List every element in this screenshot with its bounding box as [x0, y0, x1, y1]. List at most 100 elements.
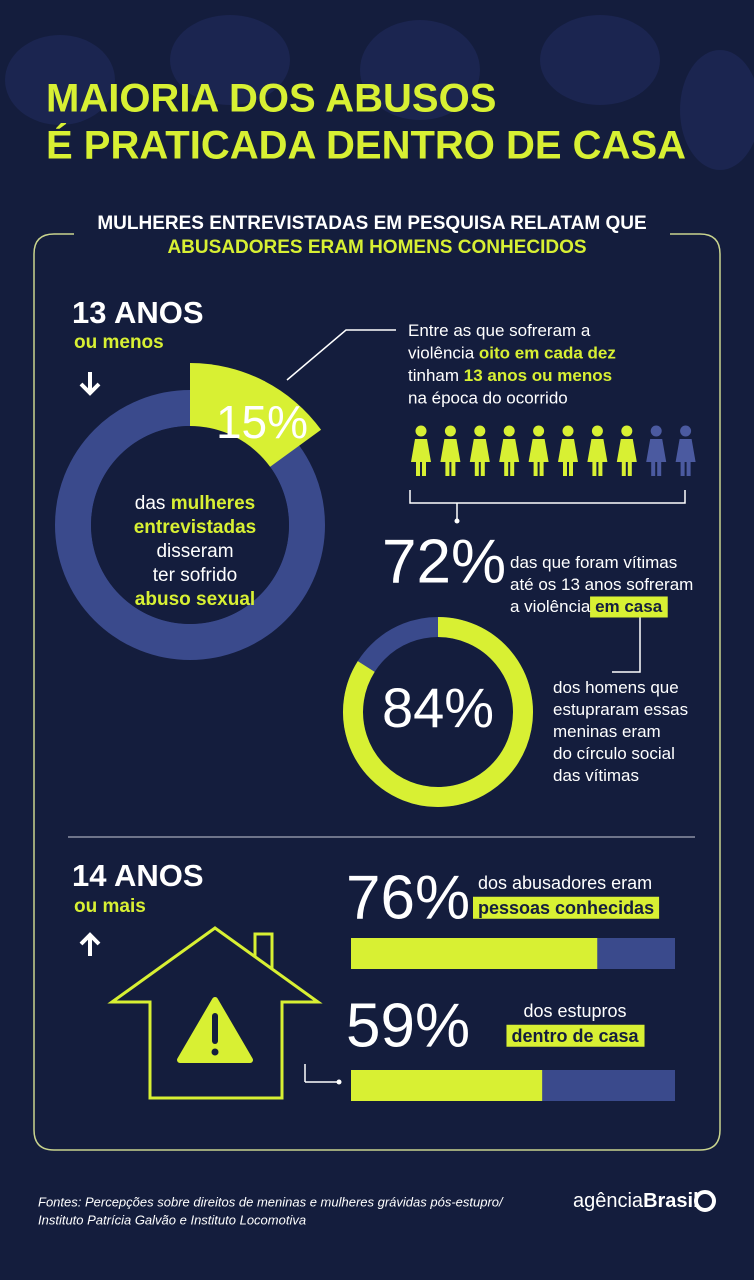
person-icon — [411, 425, 431, 476]
person-icon — [675, 425, 696, 476]
text-line: até os 13 anos sofreram — [510, 575, 693, 594]
text-segment: 13 anos ou menos — [464, 366, 612, 385]
person-body — [528, 439, 549, 476]
person-icon — [616, 425, 637, 476]
leader-line — [612, 602, 641, 673]
text-segment: até os 13 anos sofreram — [510, 575, 693, 594]
text-line: meninas eram — [553, 722, 661, 741]
text-segment: oito em cada dez — [479, 344, 616, 363]
person-head — [474, 425, 486, 437]
highlight-box — [473, 896, 660, 919]
bar — [351, 1070, 543, 1101]
text-segment: na época do ocorrido — [408, 389, 568, 408]
text-line: na época do ocorrido — [408, 389, 568, 408]
person-body — [469, 439, 490, 476]
text-segment: estupraram essas — [553, 700, 688, 719]
person-body — [646, 439, 667, 476]
text-line: violência oito em cada dez — [408, 344, 616, 363]
silhouettes — [5, 15, 754, 170]
person-head — [415, 425, 427, 437]
text-segment: Entre as que sofreram a — [408, 321, 591, 340]
warning-dot — [211, 1048, 219, 1056]
text-segment: abuso sexual — [135, 589, 255, 610]
ring-label: 84% — [382, 676, 494, 739]
person-head — [650, 425, 662, 437]
person-head — [503, 425, 515, 437]
text-line: Entre as que sofreram a — [408, 321, 591, 340]
stat-value: 72% — [382, 527, 506, 596]
highlight-text: pessoas conhecidas — [478, 898, 654, 918]
person-head — [680, 425, 692, 437]
subtitle: ABUSADORES ERAM HOMENS CONHECIDOS — [167, 237, 586, 258]
section-subheading: ou mais — [74, 896, 146, 917]
logo-text: Brasil — [643, 1190, 699, 1212]
person-head — [591, 425, 603, 437]
text-segment: entrevistadas — [134, 517, 257, 538]
stat-value: 59% — [346, 991, 470, 1060]
text-segment: disseram — [156, 541, 233, 562]
source: Fontes: Percepções sobre direitos de men… — [38, 1194, 504, 1209]
ring-hole — [91, 426, 289, 624]
person-body — [440, 439, 461, 476]
section-heading: 14 ANOS — [72, 858, 204, 893]
source: Instituto Patrícia Galvão e Instituto Lo… — [38, 1212, 306, 1227]
person-icon — [587, 425, 608, 476]
logo-text: agência — [573, 1190, 644, 1212]
text-line: das mulheres — [135, 493, 255, 514]
arrow-up — [79, 932, 101, 956]
text-line: ter sofrido — [153, 565, 237, 586]
person-icon — [558, 425, 578, 476]
text-line: das que foram vítimas — [510, 553, 677, 572]
text-line: abuso sexual — [135, 589, 255, 610]
text-segment: meninas eram — [553, 722, 661, 741]
person-icon — [469, 425, 490, 476]
text-segment: ter sofrido — [153, 565, 237, 586]
person-icon — [528, 425, 549, 476]
section-heading: 13 ANOS — [72, 295, 204, 330]
title: MAIORIA DOS ABUSOS — [46, 77, 496, 121]
logo: agênciaBrasil — [573, 1190, 699, 1212]
leader-dot — [454, 518, 460, 524]
highlight-box — [506, 1024, 645, 1047]
person-head — [444, 425, 456, 437]
text-line: estupraram essas — [553, 700, 688, 719]
leader-line — [286, 329, 396, 381]
text-segment: dos abusadores eram — [478, 873, 652, 893]
text-line: pessoas conhecidas — [478, 898, 654, 918]
text-line: dos estupros — [523, 1001, 626, 1021]
text-line: dos abusadores eram — [478, 873, 652, 893]
ring-label: 15% — [216, 396, 308, 448]
text-line: dos homens que — [553, 678, 679, 697]
text-segment: dos homens que — [553, 678, 679, 697]
text-segment: tinham — [408, 366, 459, 385]
text-segment: das que foram vítimas — [510, 553, 677, 572]
bracket — [409, 490, 686, 520]
text-segment: dos estupros — [523, 1001, 626, 1021]
person-icon — [440, 425, 461, 476]
highlight-box — [590, 596, 668, 618]
subtitle: MULHERES ENTREVISTADAS EM PESQUISA RELAT… — [97, 213, 646, 234]
text-line: dentro de casa — [511, 1026, 639, 1046]
person-body — [411, 439, 431, 476]
logo-mark — [694, 1190, 716, 1212]
person-body — [675, 439, 696, 476]
person-body — [616, 439, 637, 476]
title: É PRATICADA DENTRO DE CASA — [46, 123, 686, 168]
section-subheading: ou menos — [74, 332, 164, 353]
person-icon — [646, 425, 667, 476]
text-line: tinham 13 anos ou menos — [408, 366, 612, 385]
highlight-text: em casa — [595, 597, 663, 616]
arrow-down — [79, 372, 101, 396]
person-body — [499, 439, 520, 476]
text-line: das vítimas — [553, 766, 639, 785]
person-head — [533, 425, 545, 437]
text-segment: a violência — [510, 597, 591, 616]
text-segment: violência — [408, 344, 475, 363]
text-segment: das vítimas — [553, 766, 639, 785]
stat-value: 76% — [346, 863, 470, 932]
text-line: disseram — [156, 541, 233, 562]
person-icon — [499, 425, 520, 476]
person-head — [562, 425, 574, 437]
